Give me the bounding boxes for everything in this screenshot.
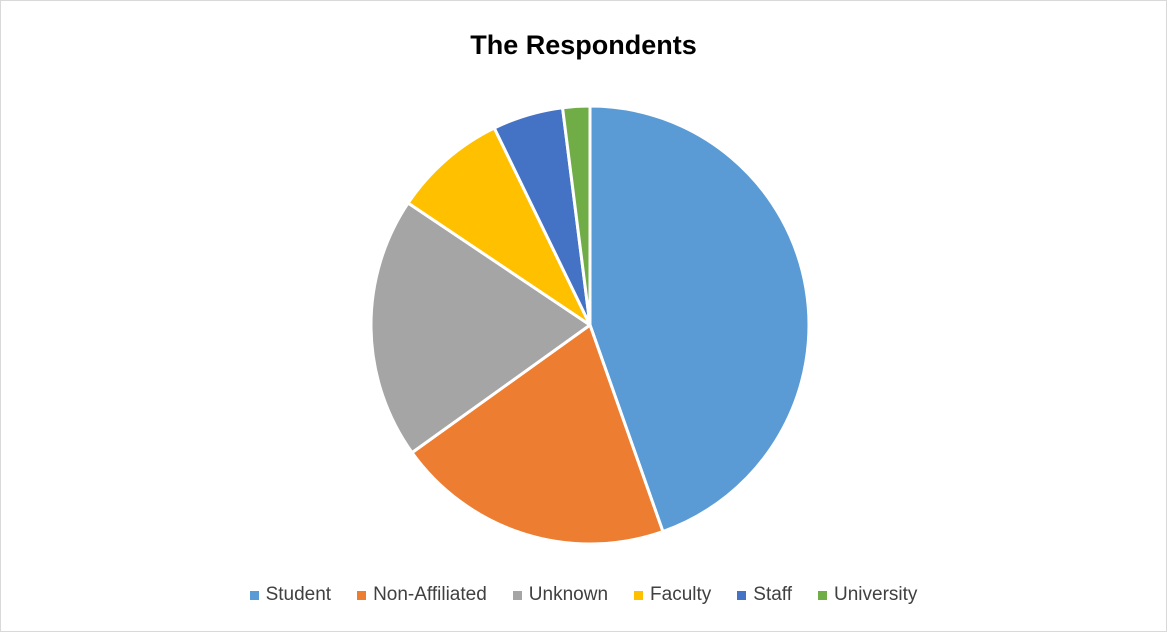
legend-swatch-unknown — [512, 590, 522, 600]
legend-label-student: Student — [265, 584, 332, 605]
legend-label-non-affiliated: Non-Affiliated — [373, 584, 487, 605]
legend-item-faculty: Faculty — [634, 584, 711, 606]
chart-title: The Respondents — [470, 30, 697, 60]
pie-slice-non-affiliated — [410, 323, 665, 546]
legend-swatch-university — [818, 590, 827, 600]
legend-item-non-affiliated: Non-Affiliated — [357, 584, 487, 606]
legend-swatch-faculty — [634, 590, 644, 600]
legend-item-staff: Staff — [737, 584, 792, 606]
legend-label-faculty: Faculty — [650, 584, 712, 605]
legend-item-unknown: Unknown — [512, 584, 609, 606]
pie-slice-student — [588, 104, 811, 534]
legend-label-university: University — [834, 584, 918, 605]
legend-swatch-staff — [737, 590, 747, 600]
legend-label-unknown: Unknown — [528, 584, 609, 605]
pie-slice-unknown — [369, 201, 592, 455]
legend-label-staff: Staff — [753, 584, 792, 605]
chart-legend: Student Non-Affiliated Unknown Faculty Staff… — [0, 584, 1167, 606]
pie-slice-university — [561, 104, 592, 327]
legend-swatch-non-affiliated — [357, 590, 367, 600]
legend-swatch-student — [249, 590, 259, 600]
pie-slice-faculty — [406, 126, 592, 327]
legend-item-student: Student — [249, 584, 332, 606]
legend-item-university: University — [818, 584, 917, 606]
